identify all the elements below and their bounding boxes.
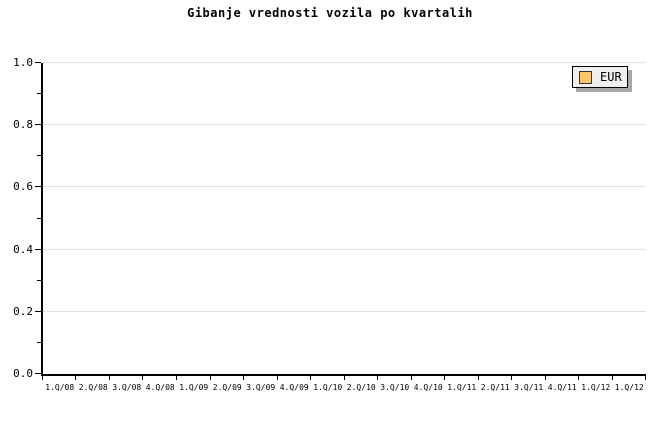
y-axis-minor-tick bbox=[37, 93, 41, 95]
x-axis-tick bbox=[175, 376, 177, 380]
x-axis-tick-label: 3.Q/08 bbox=[112, 383, 142, 392]
y-axis-major-tick bbox=[35, 186, 41, 188]
y-axis-minor-tick bbox=[37, 217, 41, 219]
x-axis-tick-label: 2.Q/08 bbox=[78, 383, 108, 392]
y-gridline bbox=[43, 124, 646, 126]
x-axis-tick bbox=[544, 376, 546, 380]
y-axis-tick-label: 0.2 bbox=[13, 304, 33, 318]
x-axis-tick-label: 1.Q/09 bbox=[179, 383, 209, 392]
y-gridline bbox=[43, 310, 646, 312]
x-axis-tick bbox=[242, 376, 244, 380]
legend-swatch-eur bbox=[579, 70, 592, 84]
y-axis-tick-label: 0.0 bbox=[13, 367, 33, 380]
x-axis-tick-label: 3.Q/09 bbox=[246, 383, 276, 392]
x-axis-tick bbox=[511, 376, 512, 380]
x-axis-tick bbox=[108, 376, 110, 380]
x-axis-tick-label: 4.Q/08 bbox=[145, 383, 175, 392]
x-axis-tick bbox=[276, 376, 278, 380]
x-axis-tick-label: 2.Q/10 bbox=[346, 383, 376, 392]
y-axis-major-tick bbox=[35, 248, 41, 250]
x-axis-tick bbox=[645, 376, 646, 380]
y-axis-tick-label: 0.6 bbox=[13, 180, 33, 194]
y-axis-major-tick bbox=[35, 124, 41, 126]
y-axis-major-tick bbox=[35, 373, 41, 374]
x-axis-tick bbox=[410, 376, 412, 380]
plot-area: 0.0 0.2 0.4 0.6 0.8 1.0 1.Q/08 2.Q/08 3.Q/08 4.Q/… bbox=[13, 57, 646, 392]
x-axis-tick-label: 4.Q/09 bbox=[279, 383, 309, 392]
y-gridline bbox=[43, 62, 646, 63]
x-axis-tick-label: 2.Q/11 bbox=[480, 383, 510, 392]
y-axis-tick-label: 0.4 bbox=[13, 242, 33, 256]
y-axis-minor-tick bbox=[37, 341, 41, 343]
y-gridline bbox=[43, 248, 646, 250]
y-axis-major-tick bbox=[35, 310, 41, 312]
x-axis-tick bbox=[343, 376, 345, 380]
x-axis-tick bbox=[75, 376, 77, 380]
x-axis-tick-label: 1.Q/08 bbox=[45, 383, 75, 392]
x-axis-tick bbox=[377, 376, 378, 380]
x-axis-tick-label: 2.Q/09 bbox=[212, 383, 242, 392]
y-axis-tick-label: 1.0 bbox=[13, 56, 33, 69]
y-axis-minor-tick bbox=[37, 279, 41, 281]
x-axis-tick bbox=[309, 376, 311, 380]
y-axis-major-tick bbox=[35, 62, 41, 63]
legend-label-eur: EUR bbox=[600, 70, 622, 84]
x-axis-tick bbox=[611, 376, 613, 380]
chart-title: Gibanje vrednosti vozila po kvartalih bbox=[187, 6, 473, 20]
y-axis-minor-tick bbox=[37, 155, 41, 157]
x-axis-tick bbox=[142, 376, 144, 380]
x-axis-tick bbox=[577, 376, 579, 380]
x-axis-tick-label: 4.Q/10 bbox=[413, 383, 443, 392]
y-axis-tick-label: 0.8 bbox=[13, 118, 33, 132]
x-axis-tick-label: 4.Q/11 bbox=[547, 383, 577, 392]
x-axis-tick-label: 3.Q/11 bbox=[514, 383, 544, 392]
x-axis-tick bbox=[42, 376, 43, 380]
x-axis-tick bbox=[209, 376, 211, 380]
legend: EUR bbox=[572, 66, 628, 88]
x-axis-tick-label: 1.Q/11 bbox=[447, 383, 477, 392]
y-gridline bbox=[43, 186, 646, 188]
x-axis-tick bbox=[443, 376, 445, 380]
x-axis-tick-label: 3.Q/10 bbox=[380, 383, 410, 392]
x-axis-tick-label: 1.Q/12 bbox=[614, 383, 644, 392]
x-axis-tick-label: 1.Q/10 bbox=[313, 383, 343, 392]
x-axis-tick bbox=[477, 376, 479, 380]
x-axis-tick-label: 1.Q/12 bbox=[581, 383, 611, 392]
